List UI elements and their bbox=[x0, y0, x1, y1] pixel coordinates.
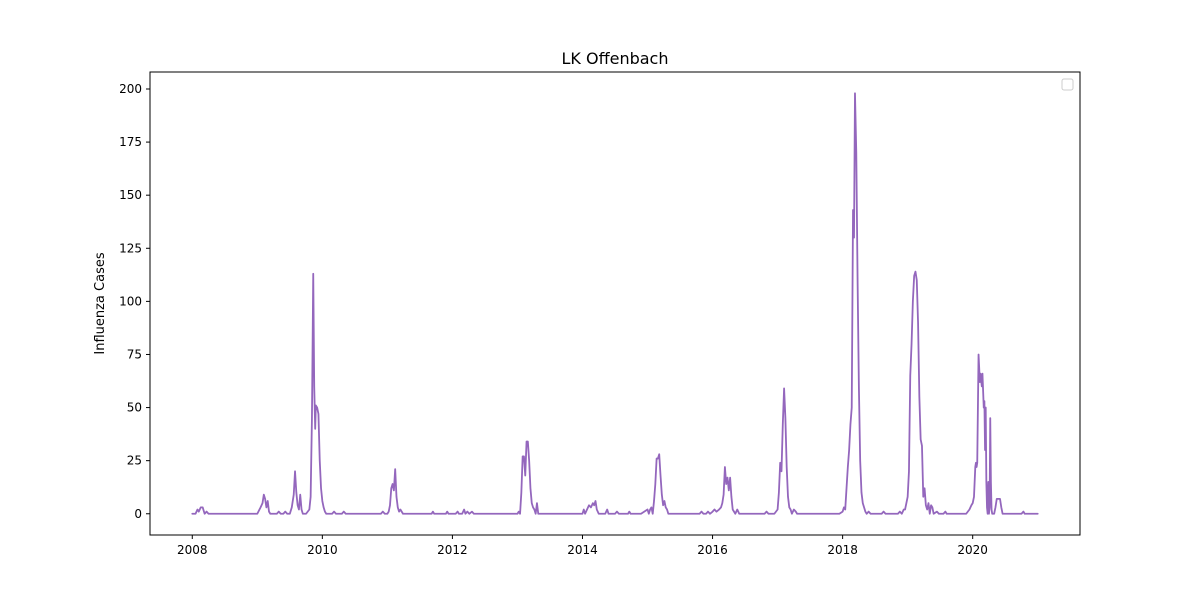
chart-title: LK Offenbach bbox=[562, 49, 669, 68]
y-axis-ticks: 0 25 50 75 100 125 150 175 200 bbox=[119, 82, 150, 521]
x-tick-label: 2014 bbox=[567, 543, 598, 557]
y-tick-label: 175 bbox=[119, 135, 142, 149]
x-tick-label: 2016 bbox=[697, 543, 728, 557]
y-axis-label: Influenza Cases bbox=[93, 252, 108, 354]
y-tick-label: 125 bbox=[119, 241, 142, 255]
y-tick-label: 25 bbox=[127, 454, 142, 468]
x-tick-label: 2008 bbox=[177, 543, 208, 557]
y-tick-label: 100 bbox=[119, 294, 142, 308]
x-tick-label: 2020 bbox=[957, 543, 988, 557]
y-tick-label: 200 bbox=[119, 82, 142, 96]
legend-box bbox=[1061, 78, 1074, 91]
y-tick-label: 150 bbox=[119, 188, 142, 202]
y-tick-label: 75 bbox=[127, 347, 142, 361]
y-tick-label: 50 bbox=[127, 401, 142, 415]
x-tick-label: 2018 bbox=[827, 543, 858, 557]
plot-area-frame bbox=[149, 71, 1081, 536]
x-tick-label: 2012 bbox=[437, 543, 468, 557]
y-tick-label: 0 bbox=[134, 507, 142, 521]
series-line bbox=[191, 92, 1039, 515]
x-axis-ticks: 2008 2010 2012 2014 2016 2018 2020 bbox=[177, 535, 988, 557]
series-layer bbox=[191, 92, 1039, 515]
x-tick-label: 2010 bbox=[307, 543, 338, 557]
